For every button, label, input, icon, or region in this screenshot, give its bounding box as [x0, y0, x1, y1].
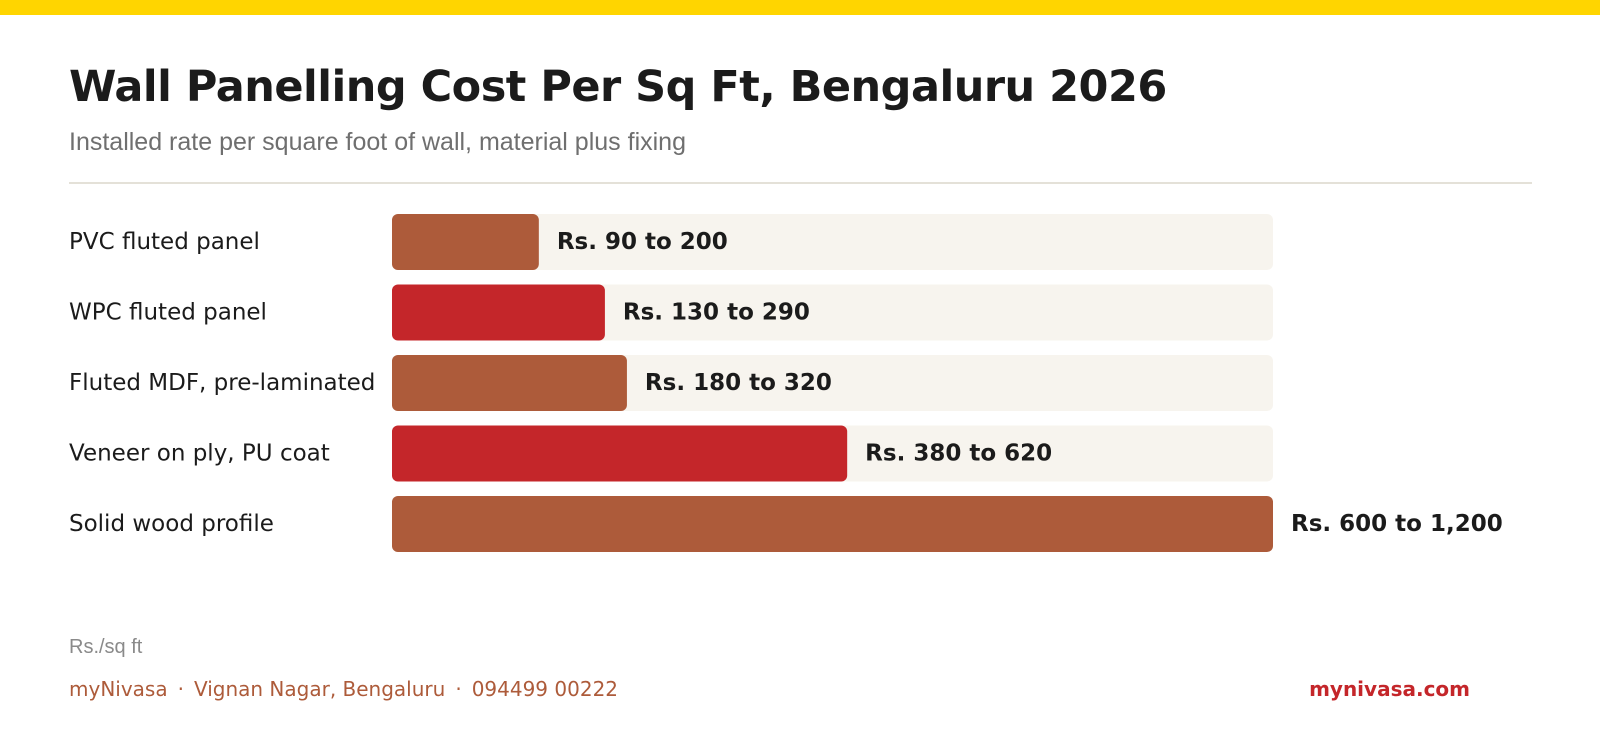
bar-row-solid-wood-profile: Solid wood profile Rs. 600 to 1,200	[69, 496, 1503, 552]
footer-brand: myNivasa	[69, 677, 168, 701]
category-label-wpc-fluted-panel: WPC fluted panel	[69, 300, 267, 326]
value-label-wpc-fluted-panel: Rs. 130 to 290	[623, 300, 810, 326]
top-accent-bar	[0, 0, 1600, 15]
footer-location: Vignan Nagar, Bengaluru	[193, 677, 446, 701]
footer-separator: ·	[455, 677, 462, 701]
value-label-solid-wood-profile: Rs. 600 to 1,200	[1291, 511, 1503, 537]
category-label-solid-wood-profile: Solid wood profile	[69, 511, 274, 537]
bar-pvc-fluted-panel	[392, 214, 539, 270]
chart-title: Wall Panelling Cost Per Sq Ft, Bengaluru…	[69, 62, 1167, 112]
value-label-fluted-mdf-pre-laminated: Rs. 180 to 320	[645, 370, 832, 396]
chart-subtitle: Installed rate per square foot of wall, …	[69, 128, 686, 156]
footer-phone[interactable]: 094499 00222	[471, 677, 619, 701]
value-label-pvc-fluted-panel: Rs. 90 to 200	[557, 229, 728, 255]
category-label-fluted-mdf-pre-laminated: Fluted MDF, pre-laminated	[69, 370, 375, 396]
bar-row-fluted-mdf-pre-laminated: Fluted MDF, pre-laminated Rs. 180 to 320	[69, 355, 1273, 411]
unit-note: Rs./sq ft	[69, 636, 143, 658]
value-label-veneer-on-ply-pu-coat: Rs. 380 to 620	[865, 441, 1052, 467]
bar-wpc-fluted-panel	[392, 284, 605, 341]
footer-separator: ·	[177, 677, 184, 701]
bar-row-veneer-on-ply-pu-coat: Veneer on ply, PU coat Rs. 380 to 620	[69, 425, 1273, 482]
footer-website-link[interactable]: mynivasa.com	[1309, 677, 1470, 701]
bar-track-wpc-fluted-panel	[392, 284, 1273, 341]
bar-fluted-mdf-pre-laminated	[392, 355, 627, 411]
category-label-pvc-fluted-panel: PVC fluted panel	[69, 229, 260, 255]
footer-contact: myNivasa · Vignan Nagar, Bengaluru · 094499 …	[69, 677, 618, 701]
bar-veneer-on-ply-pu-coat	[392, 425, 848, 482]
bar-solid-wood-profile	[392, 496, 1273, 552]
bar-row-pvc-fluted-panel: PVC fluted panel Rs. 90 to 200	[69, 214, 1273, 270]
bar-row-wpc-fluted-panel: WPC fluted panel Rs. 130 to 290	[69, 284, 1273, 341]
category-label-veneer-on-ply-pu-coat: Veneer on ply, PU coat	[69, 441, 330, 467]
bar-chart: PVC fluted panel Rs. 90 to 200 WPC fluted …	[69, 214, 1503, 552]
bar-track-pvc-fluted-panel	[392, 214, 1273, 270]
header-divider	[69, 182, 1532, 184]
